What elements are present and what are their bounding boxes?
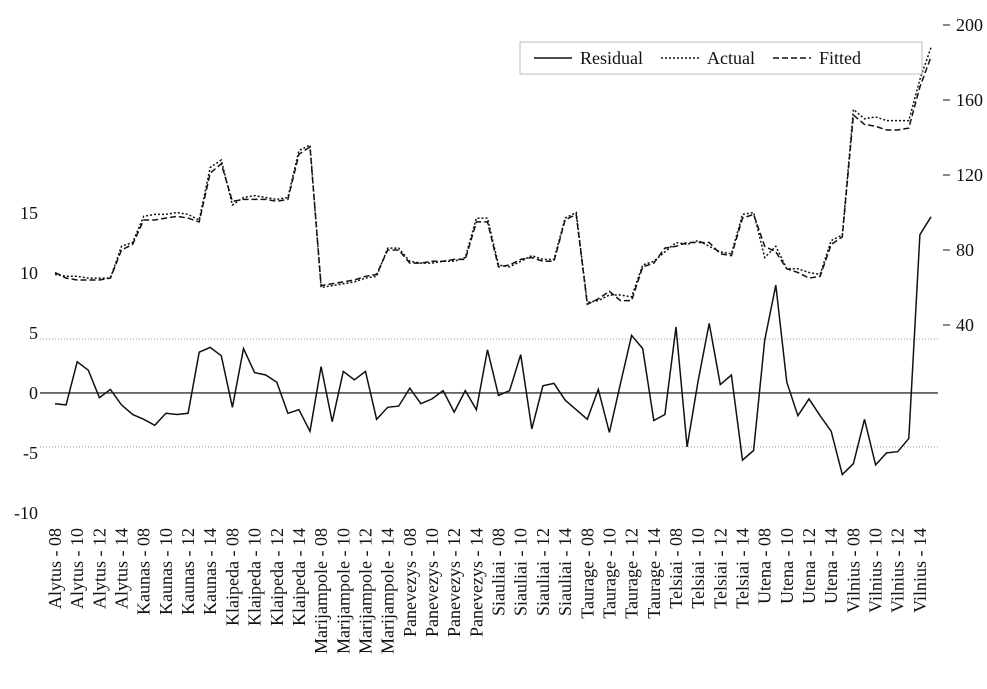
- legend-label: Residual: [580, 48, 643, 68]
- y2-tick-label: 160: [956, 90, 983, 110]
- x-tick-label: Siauliai - 08: [489, 528, 509, 616]
- y-tick-label: 0: [29, 383, 38, 403]
- x-tick-label: Taurage - 12: [622, 528, 642, 619]
- x-tick-label: Taurage - 08: [577, 528, 597, 619]
- series-line: [54, 47, 932, 304]
- x-tick-label: Vilnius - 08: [843, 528, 863, 613]
- y2-tick-label: 200: [956, 15, 983, 35]
- y2-tick-label: 40: [956, 315, 974, 335]
- x-tick-label: Siauliai - 10: [511, 528, 531, 616]
- x-tick-label: Alytus - 08: [45, 528, 65, 609]
- x-tick-label: Kaunas - 14: [200, 528, 220, 615]
- x-tick-label: Marijampole - 12: [355, 528, 375, 654]
- x-tick-label: Utena - 08: [755, 528, 775, 604]
- legend-label: Actual: [707, 48, 755, 68]
- x-tick-label: Siauliai - 14: [555, 528, 575, 616]
- x-tick-label: Klaipeda - 08: [222, 528, 242, 626]
- x-tick-label: Utena - 14: [821, 528, 841, 604]
- legend-label: Fitted: [819, 48, 861, 68]
- x-tick-label: Klaipeda - 14: [289, 528, 309, 626]
- y2-tick-label: 120: [956, 165, 983, 185]
- x-tick-label: Vilnius - 12: [888, 528, 908, 613]
- x-tick-label: Panevezys - 14: [466, 528, 486, 637]
- x-tick-label: Taurage - 10: [599, 528, 619, 619]
- y-tick-label: 10: [20, 263, 38, 283]
- x-tick-label: Telsiai - 10: [688, 528, 708, 609]
- y-tick-label: -10: [14, 503, 38, 523]
- x-tick-label: Klaipeda - 10: [245, 528, 265, 626]
- x-tick-label: Alytus - 12: [89, 528, 109, 609]
- y-tick-label: -5: [23, 443, 38, 463]
- x-tick-label: Utena - 12: [799, 528, 819, 604]
- series-line: [54, 216, 932, 476]
- x-tick-label: Klaipeda - 12: [267, 528, 287, 626]
- x-tick-label: Alytus - 10: [67, 528, 87, 609]
- x-tick-label: Kaunas - 08: [134, 528, 154, 615]
- x-tick-label: Alytus - 14: [112, 528, 132, 609]
- x-tick-label: Telsiai - 08: [666, 528, 686, 609]
- y-tick-label: 5: [29, 323, 38, 343]
- x-tick-label: Marijampole - 14: [378, 528, 398, 654]
- x-tick-label: Telsiai - 12: [710, 528, 730, 609]
- legend-box: [519, 41, 923, 75]
- x-tick-label: Marijampole - 08: [311, 528, 331, 654]
- series-line: [54, 56, 932, 306]
- x-tick-label: Marijampole - 10: [333, 528, 353, 654]
- x-tick-label: Panevezys - 12: [444, 528, 464, 637]
- x-tick-label: Kaunas - 12: [178, 528, 198, 615]
- x-tick-label: Vilnius - 14: [910, 528, 930, 613]
- x-tick-label: Panevezys - 08: [400, 528, 420, 637]
- x-tick-label: Vilnius - 10: [866, 528, 886, 613]
- x-tick-label: Taurage - 14: [644, 528, 664, 619]
- x-tick-label: Telsiai - 14: [732, 528, 752, 609]
- x-tick-label: Siauliai - 12: [533, 528, 553, 616]
- y2-tick-label: 80: [956, 240, 974, 260]
- y-tick-label: 15: [20, 203, 38, 223]
- x-tick-label: Utena - 10: [777, 528, 797, 604]
- x-tick-label: Panevezys - 10: [422, 528, 442, 637]
- x-tick-label: Kaunas - 10: [156, 528, 176, 615]
